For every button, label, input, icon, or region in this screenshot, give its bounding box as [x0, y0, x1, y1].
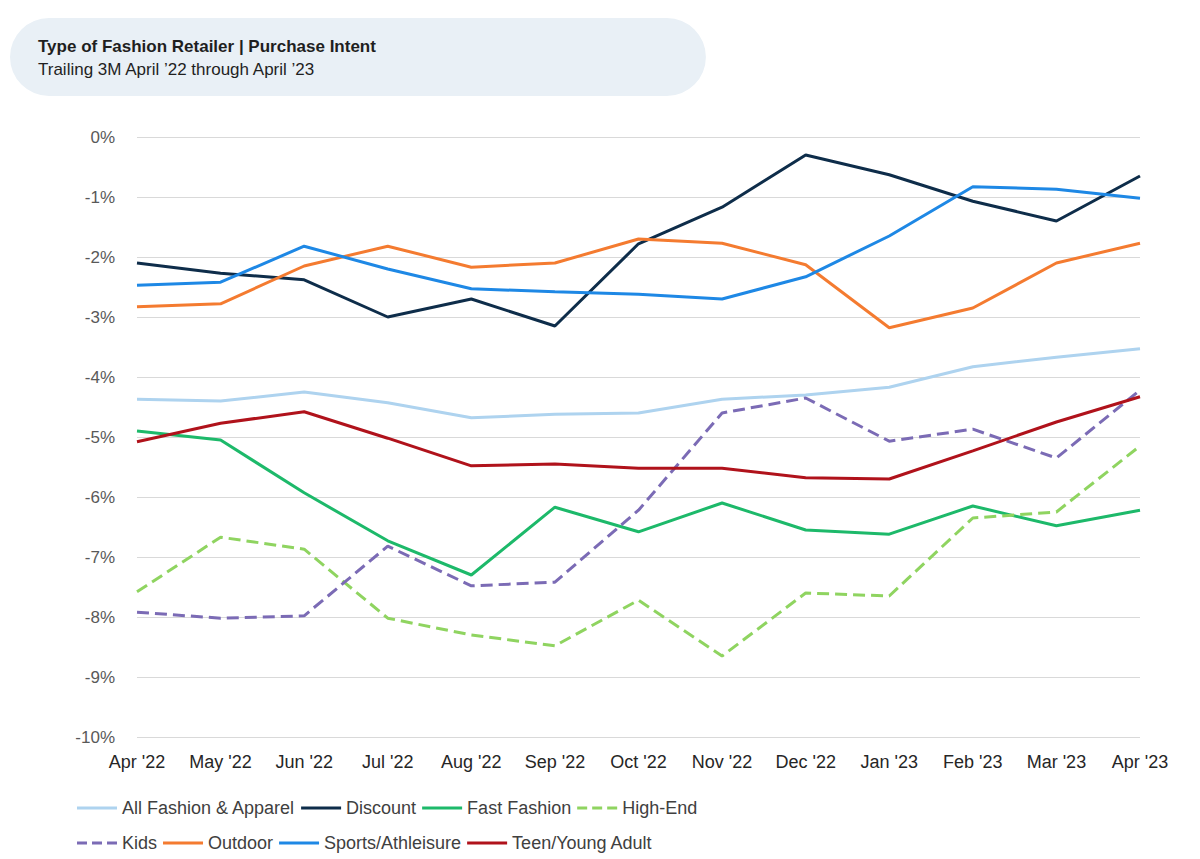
svg-text:0%: 0% [90, 128, 115, 147]
svg-text:-2%: -2% [85, 248, 115, 267]
svg-text:Oct '22: Oct '22 [610, 752, 666, 772]
svg-text:Teen/Young Adult: Teen/Young Adult [512, 833, 651, 853]
svg-text:Jun '22: Jun '22 [275, 752, 332, 772]
svg-text:High-End: High-End [622, 798, 697, 818]
svg-text:-7%: -7% [85, 548, 115, 567]
svg-text:Outdoor: Outdoor [208, 833, 273, 853]
svg-text:-6%: -6% [85, 488, 115, 507]
svg-text:Type of Fashion Retailer | Pur: Type of Fashion Retailer | Purchase Inte… [38, 37, 376, 56]
svg-text:Feb '23: Feb '23 [943, 752, 1002, 772]
svg-text:-4%: -4% [85, 368, 115, 387]
svg-text:Apr '22: Apr '22 [109, 752, 165, 772]
svg-text:-8%: -8% [85, 608, 115, 627]
svg-text:Discount: Discount [346, 798, 416, 818]
svg-text:Trailing 3M April ’22 through: Trailing 3M April ’22 through April ’23 [38, 60, 314, 79]
svg-text:Jul '22: Jul '22 [362, 752, 413, 772]
svg-text:Aug '22: Aug '22 [441, 752, 502, 772]
svg-text:Sep '22: Sep '22 [525, 752, 586, 772]
svg-text:Kids: Kids [122, 833, 157, 853]
svg-text:Jan '23: Jan '23 [861, 752, 918, 772]
svg-text:Apr '23: Apr '23 [1112, 752, 1168, 772]
svg-text:All Fashion & Apparel: All Fashion & Apparel [122, 798, 294, 818]
svg-text:-5%: -5% [85, 428, 115, 447]
svg-text:Sports/Athleisure: Sports/Athleisure [324, 833, 461, 853]
svg-text:Fast Fashion: Fast Fashion [467, 798, 571, 818]
svg-text:Mar '23: Mar '23 [1027, 752, 1086, 772]
svg-text:-3%: -3% [85, 308, 115, 327]
svg-text:Dec '22: Dec '22 [775, 752, 835, 772]
svg-text:-1%: -1% [85, 188, 115, 207]
svg-text:Nov '22: Nov '22 [692, 752, 752, 772]
svg-text:May '22: May '22 [189, 752, 251, 772]
svg-text:-9%: -9% [85, 668, 115, 687]
svg-text:-10%: -10% [75, 728, 115, 747]
